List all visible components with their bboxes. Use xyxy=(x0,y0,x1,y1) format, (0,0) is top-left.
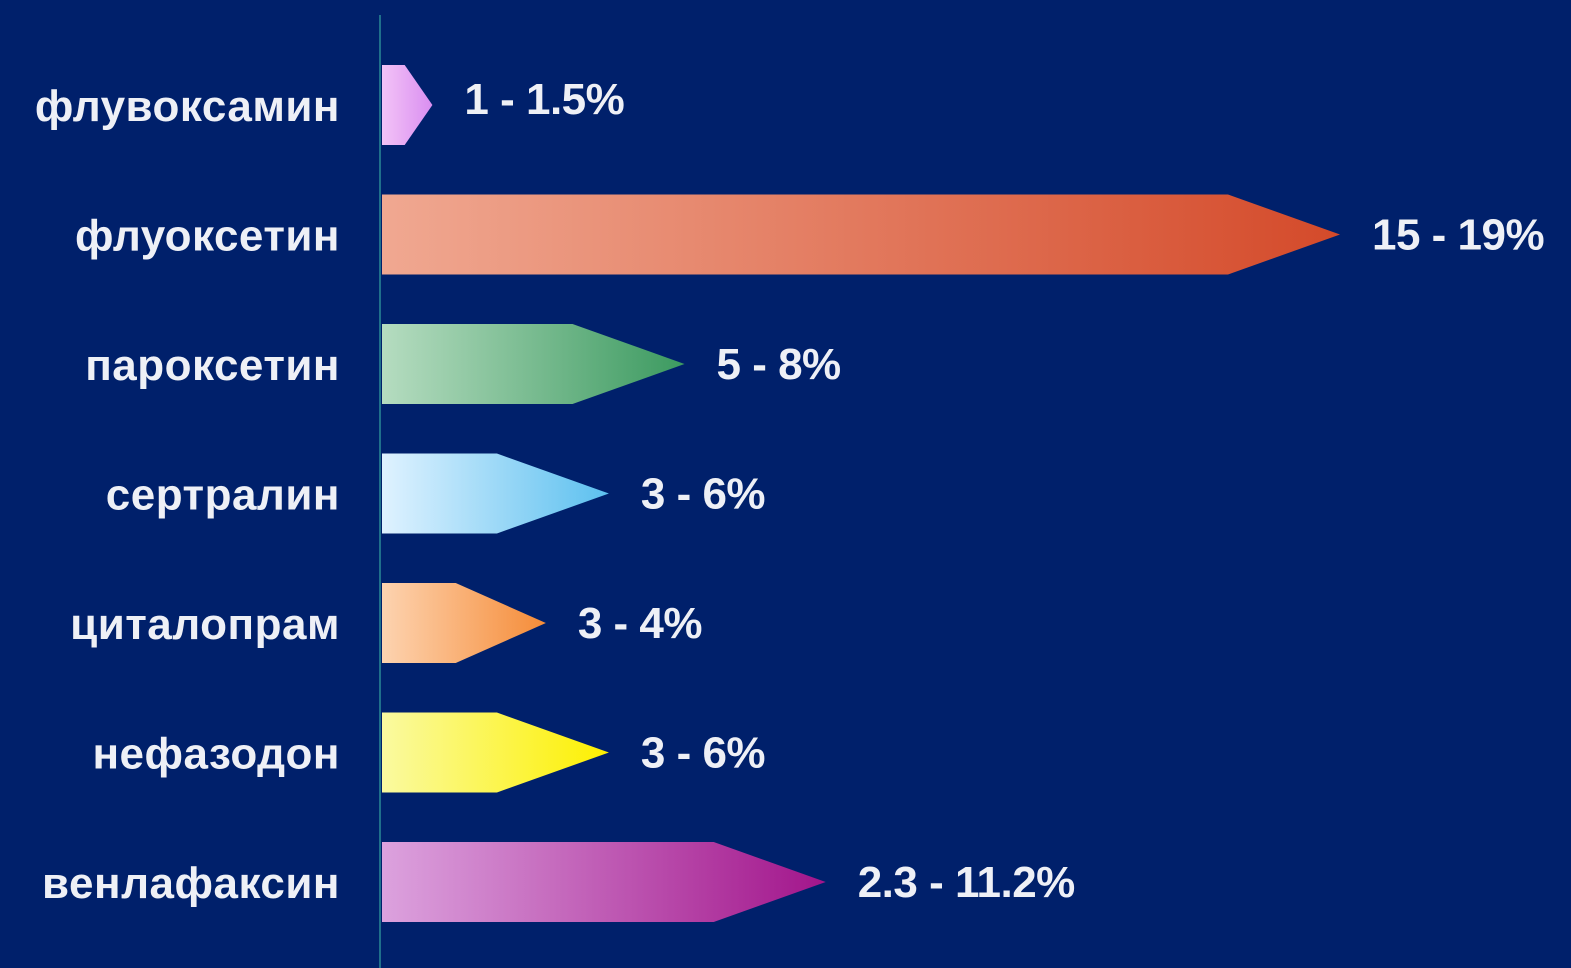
value-label: 3 - 6% xyxy=(641,470,765,519)
bar-5 xyxy=(382,583,546,663)
category-label: флувоксамин xyxy=(35,82,340,131)
bar-4 xyxy=(382,453,609,534)
bar-3 xyxy=(382,324,685,404)
value-label: 3 - 4% xyxy=(578,599,702,648)
bar-2 xyxy=(382,194,1340,275)
category-label: сертралин xyxy=(106,471,340,520)
category-label: пароксетин xyxy=(85,341,340,390)
value-label: 5 - 8% xyxy=(717,340,841,389)
category-label: флуоксетин xyxy=(75,212,340,261)
bar-7 xyxy=(382,842,826,922)
value-label: 15 - 19% xyxy=(1372,211,1544,260)
bars-layer xyxy=(382,65,1340,922)
value-label: 3 - 6% xyxy=(641,729,765,778)
bar-6 xyxy=(382,712,609,793)
category-label: нефазодон xyxy=(92,730,340,779)
value-label: 2.3 - 11.2% xyxy=(858,858,1075,907)
value-label: 1 - 1.5% xyxy=(464,75,624,124)
category-label: циталопрам xyxy=(70,600,340,649)
labels-layer: флувоксамин 1 - 1.5% флуоксетин 15 - 19% пар… xyxy=(35,75,1545,908)
bar-1 xyxy=(382,65,433,145)
category-label: венлафаксин xyxy=(42,859,340,908)
